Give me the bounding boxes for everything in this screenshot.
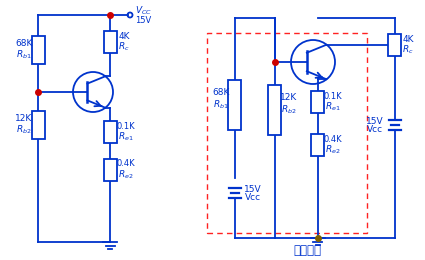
Text: $R_{e2}$: $R_{e2}$ [325,144,341,156]
Text: $R_c$: $R_c$ [118,41,130,53]
Text: $V_{CC}$: $V_{CC}$ [134,5,151,17]
Text: 0.4K: 0.4K [117,159,135,168]
Bar [312,134,325,156]
Text: $R_{b1}$: $R_{b1}$ [16,49,32,61]
Text: 0.4K: 0.4K [324,134,342,144]
Text: 0.1K: 0.1K [324,92,342,101]
Text: 15V: 15V [366,116,384,126]
Text: Vcc: Vcc [367,125,383,133]
Text: $R_{e2}$: $R_{e2}$ [118,169,134,181]
Bar [229,80,241,130]
Bar [31,111,45,139]
Bar [104,31,116,53]
Bar [269,85,281,135]
Text: 15V: 15V [135,16,151,24]
Bar [388,34,402,56]
Text: 12K: 12K [280,93,297,101]
Bar [207,33,367,233]
Text: 68K: 68K [212,88,230,96]
Bar [312,91,325,113]
Text: $R_{e1}$: $R_{e1}$ [325,101,341,113]
Text: 4K: 4K [402,35,414,43]
Text: Vcc: Vcc [245,192,261,202]
Text: 0.1K: 0.1K [117,121,135,131]
Text: 68K: 68K [15,38,33,48]
Text: $R_{b1}$: $R_{b1}$ [213,99,229,111]
Text: $R_c$: $R_c$ [402,44,414,56]
Text: 直流通路: 直流通路 [293,244,321,257]
Text: $R_{b2}$: $R_{b2}$ [281,104,297,116]
Text: $R_{e1}$: $R_{e1}$ [118,131,134,143]
Text: 12K: 12K [15,114,33,122]
Bar [104,159,116,181]
Bar [31,36,45,64]
Bar [104,121,116,143]
Text: 4K: 4K [118,31,130,41]
Text: 15V: 15V [244,185,262,193]
Text: $R_{b2}$: $R_{b2}$ [16,124,32,136]
